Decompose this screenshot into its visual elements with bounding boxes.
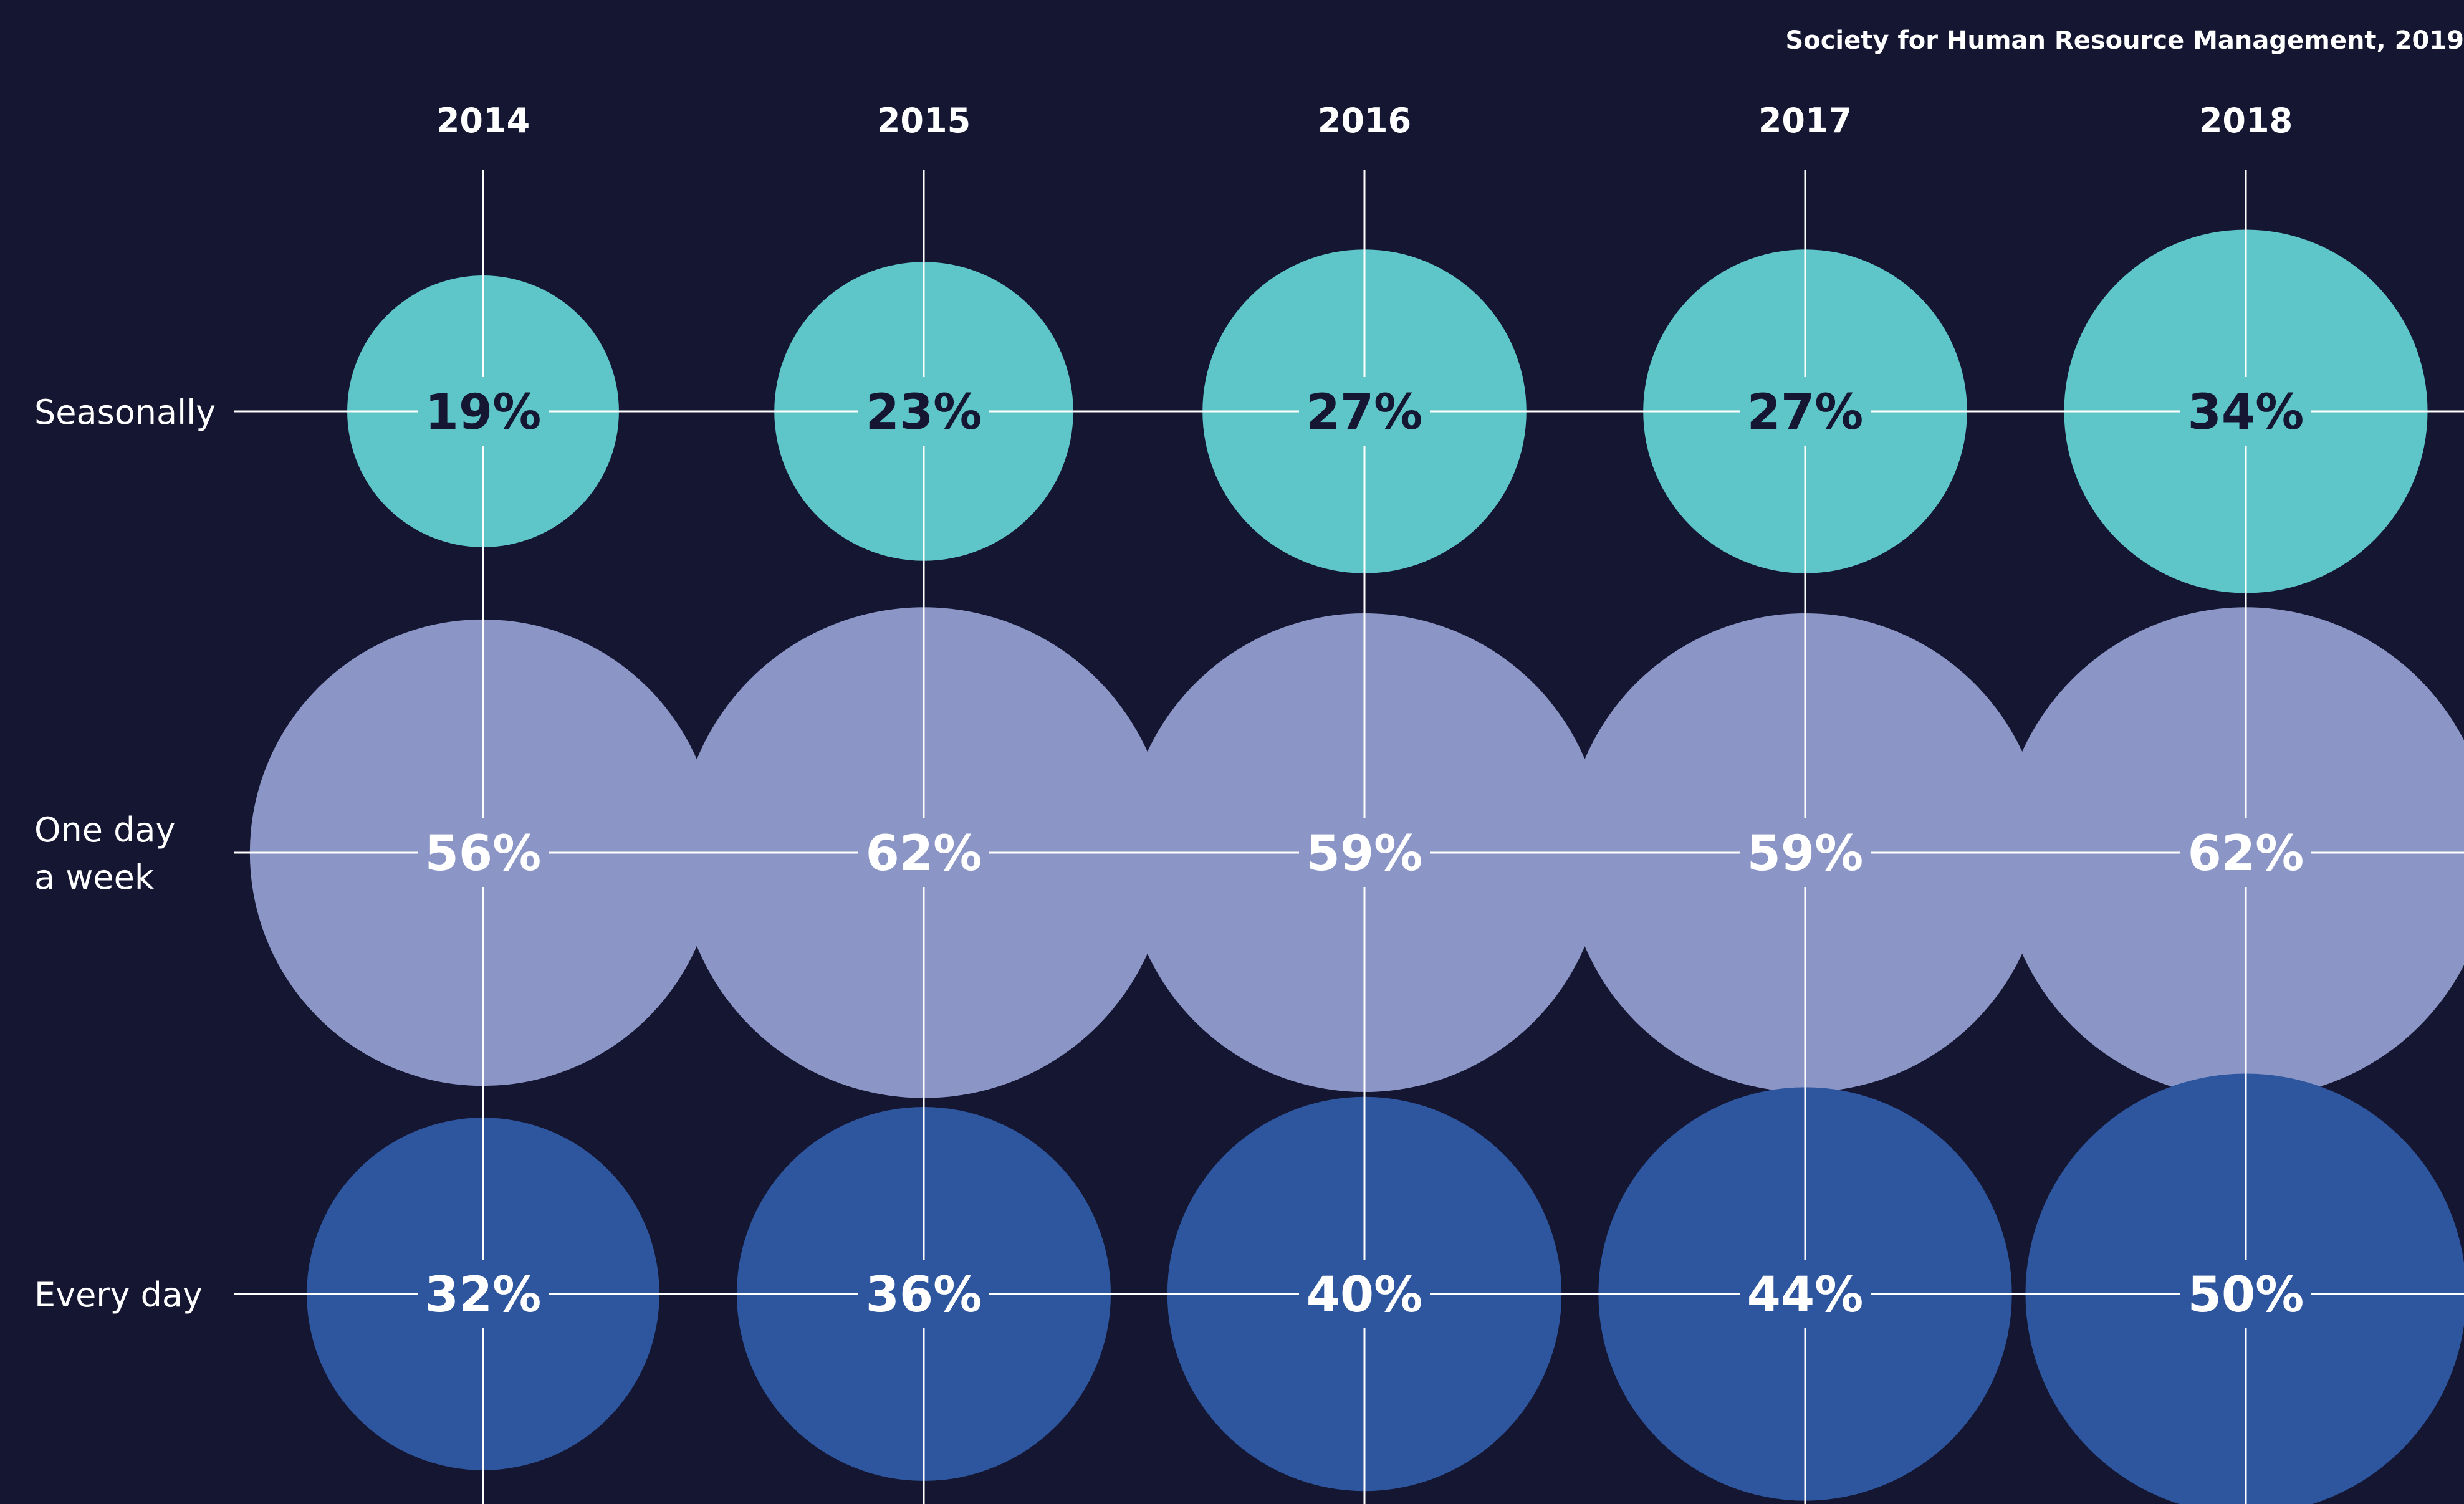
value-label-1-2018: 62% <box>2188 826 2304 882</box>
value-label-1-2015: 62% <box>866 826 982 882</box>
year-label-2016: 2016 <box>1318 101 1411 140</box>
source-note: Society for Human Resource Management, 2… <box>1785 26 2464 55</box>
value-label-1-2016: 59% <box>1306 826 1423 882</box>
row-label-0-line-0: Seasonally <box>34 393 216 432</box>
bubble-2-2015 <box>737 1107 1111 1481</box>
bubble-1-2017 <box>1565 613 2045 1093</box>
value-label-2-2014: 32% <box>425 1267 542 1323</box>
value-label-0-2017: 27% <box>1747 385 1864 441</box>
bubble-0-2016 <box>1202 249 1527 573</box>
value-label-2-2016: 40% <box>1306 1267 1423 1323</box>
bubble-2-2016 <box>1167 1096 1562 1492</box>
bubble-0-2015 <box>774 262 1073 561</box>
value-label-0-2018: 34% <box>2188 385 2304 441</box>
bubble-1-2016 <box>1124 613 1604 1093</box>
value-label-1-2014: 56% <box>425 826 542 882</box>
value-label-2-2015: 36% <box>866 1267 982 1323</box>
bubble-0-2014 <box>347 275 619 547</box>
value-label-2-2018: 50% <box>2188 1267 2304 1323</box>
bubbles <box>234 170 2464 1504</box>
year-label-2015: 2015 <box>877 101 971 140</box>
labels: 2014 2015 2016 2017 2018 Seasonally One day a w… <box>34 101 2304 1323</box>
value-label-2-2017: 44% <box>1747 1267 1864 1323</box>
value-label-0-2015: 23% <box>866 385 982 441</box>
year-label-2017: 2017 <box>1758 101 1852 140</box>
value-label-1-2017: 59% <box>1747 826 1864 882</box>
bubble-0-2018 <box>2064 229 2428 593</box>
bubble-2-2014 <box>307 1118 659 1470</box>
bubble-1-2018 <box>2000 607 2464 1098</box>
year-label-2018: 2018 <box>2199 101 2293 140</box>
value-label-0-2014: 19% <box>425 385 542 441</box>
row-label-1-line-0: One day <box>34 810 175 850</box>
bubble-1-2015 <box>678 607 1169 1098</box>
row-label-2-line-0: Every day <box>34 1275 203 1315</box>
row-label-1-line-1: a week <box>34 858 155 897</box>
bubble-0-2017 <box>1643 249 1967 573</box>
value-label-0-2016: 27% <box>1306 385 1423 441</box>
bubble-1-2014 <box>249 619 717 1086</box>
year-label-2014: 2014 <box>436 101 530 140</box>
bubble-2-2017 <box>1598 1087 2012 1501</box>
bubble-2-2018 <box>2025 1073 2464 1504</box>
